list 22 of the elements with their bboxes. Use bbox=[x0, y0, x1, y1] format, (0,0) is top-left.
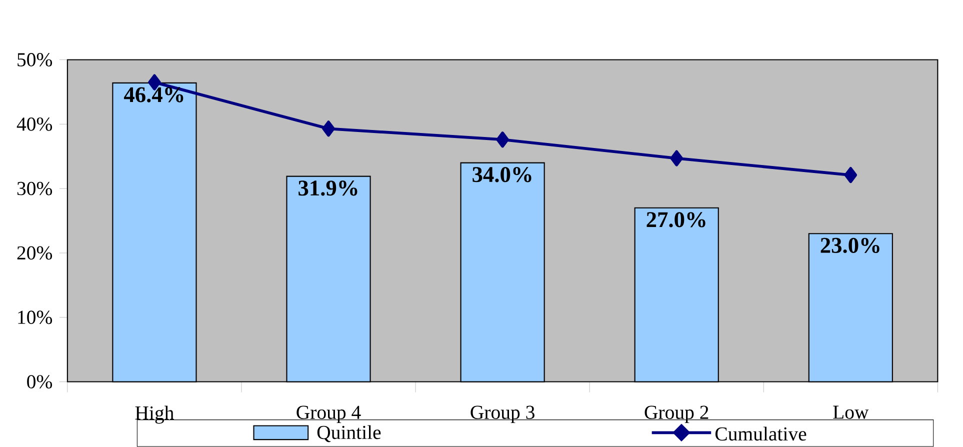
legend-label: Cumulative bbox=[715, 426, 806, 440]
y-tick-label: 40% bbox=[16, 117, 52, 131]
data-label: 46.4% bbox=[124, 86, 184, 102]
y-tick-label: 50% bbox=[18, 52, 52, 66]
x-tick-label: Group 3 bbox=[470, 406, 534, 423]
point bbox=[496, 131, 509, 148]
point bbox=[844, 166, 858, 183]
y-tick-label: 20% bbox=[17, 246, 52, 260]
x-tick-label: Group 4 bbox=[296, 406, 361, 423]
y-tick-label: 30% bbox=[17, 182, 52, 196]
x-tick-label: High bbox=[135, 406, 174, 424]
x-tick-label: Low bbox=[833, 406, 869, 419]
y-tick-label: 0% bbox=[27, 374, 52, 388]
data-label: 34.0% bbox=[472, 166, 532, 182]
legend-label: Quintile bbox=[317, 424, 381, 442]
data-label: 27.0% bbox=[646, 212, 706, 228]
x-tick-label: Group 2 bbox=[644, 406, 708, 423]
point bbox=[670, 150, 683, 166]
point bbox=[322, 120, 335, 136]
data-label: 31.9% bbox=[298, 180, 358, 196]
data-label: 23.0% bbox=[820, 238, 880, 253]
y-tick-label: 10% bbox=[18, 310, 52, 324]
